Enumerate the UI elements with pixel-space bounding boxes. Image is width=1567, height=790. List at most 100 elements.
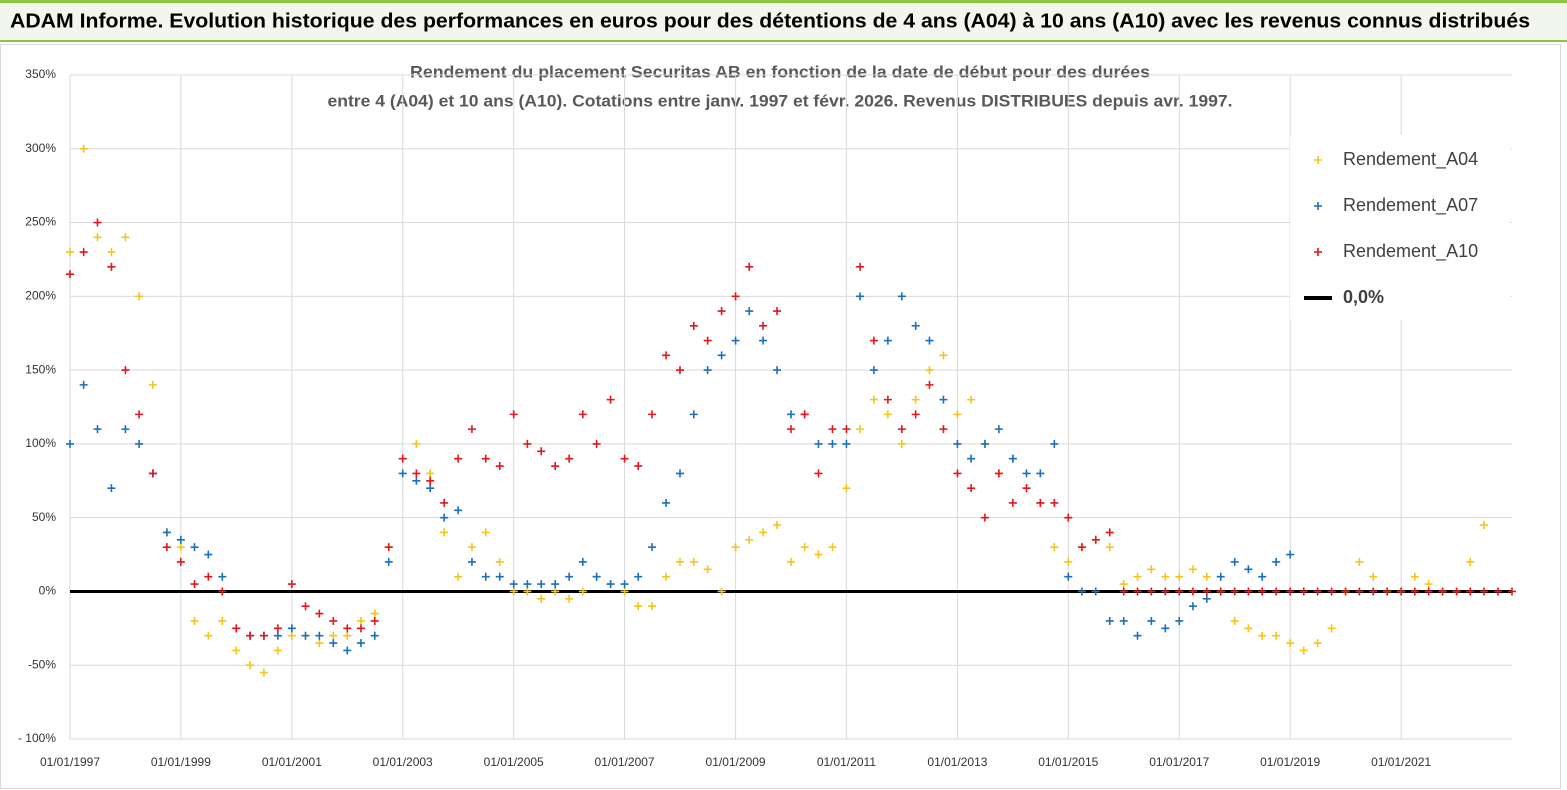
- point: [66, 270, 74, 279]
- point: [1077, 543, 1086, 552]
- point: [204, 550, 213, 559]
- point: [523, 580, 532, 589]
- point: [911, 321, 920, 330]
- point: [398, 454, 407, 463]
- point: [107, 248, 116, 257]
- point: [287, 580, 296, 589]
- point: [828, 425, 837, 434]
- point: [1313, 587, 1322, 596]
- point: [814, 550, 823, 559]
- point: [745, 535, 754, 544]
- point: [648, 543, 657, 552]
- point: [648, 602, 657, 611]
- point: [1286, 550, 1295, 559]
- point: [162, 543, 171, 552]
- legend-label: Rendement_A10: [1343, 241, 1478, 262]
- point: [1202, 594, 1211, 603]
- y-tick-label: 50%: [32, 510, 56, 524]
- point: [1313, 639, 1322, 648]
- point: [287, 624, 296, 633]
- point: [939, 351, 948, 360]
- point: [551, 580, 560, 589]
- point: [1272, 631, 1281, 640]
- point: [994, 425, 1003, 434]
- point: [828, 543, 837, 552]
- point: [176, 557, 185, 566]
- point: [1397, 587, 1406, 596]
- point: [869, 395, 878, 404]
- point: [773, 521, 782, 530]
- x-tick-label: 01/01/2013: [927, 755, 987, 769]
- point: [356, 616, 365, 625]
- point: [204, 631, 213, 640]
- point: [1369, 572, 1378, 581]
- point: [1175, 616, 1184, 625]
- point: [481, 572, 490, 581]
- point: [717, 587, 726, 596]
- point: [759, 321, 768, 330]
- point: [1064, 513, 1073, 522]
- point: [1175, 572, 1184, 581]
- point: [509, 587, 518, 596]
- point: [787, 410, 795, 419]
- point: [107, 262, 116, 271]
- y-tick-label: 200%: [25, 289, 56, 303]
- point: [980, 513, 989, 522]
- point: [1077, 587, 1086, 596]
- point: [828, 439, 837, 448]
- point: [495, 572, 504, 581]
- point: [440, 528, 449, 537]
- point: [1230, 587, 1239, 596]
- point: [634, 572, 643, 581]
- point: [1064, 557, 1073, 566]
- point: [259, 668, 268, 677]
- point: [259, 631, 268, 640]
- point: [980, 439, 989, 448]
- point: [1008, 454, 1017, 463]
- point: [1105, 616, 1114, 625]
- point: [412, 439, 421, 448]
- point: [1327, 587, 1336, 596]
- point: [93, 425, 102, 434]
- point: [897, 292, 906, 301]
- point: [93, 218, 102, 227]
- point: [1355, 587, 1364, 596]
- point: [287, 631, 296, 640]
- point: [370, 631, 379, 640]
- point: [897, 425, 906, 434]
- point: [1147, 616, 1156, 625]
- point: [537, 594, 546, 603]
- chart-title: entre 4 (A04) et 10 ans (A10). Cotations…: [328, 91, 1233, 110]
- point: [842, 484, 851, 493]
- point: [578, 410, 587, 419]
- point: [398, 469, 407, 478]
- point: [1161, 587, 1170, 596]
- point: [883, 336, 892, 345]
- point: [1091, 587, 1100, 596]
- point: [606, 395, 615, 404]
- point: [869, 336, 878, 345]
- point: [315, 631, 324, 640]
- point: [1355, 557, 1364, 566]
- point: [467, 425, 476, 434]
- point: [1188, 587, 1197, 596]
- x-tick-label: 01/01/2001: [262, 755, 322, 769]
- x-tick-label: 01/01/1999: [151, 755, 211, 769]
- legend: [1290, 135, 1510, 320]
- point: [1050, 543, 1059, 552]
- point: [911, 395, 920, 404]
- point: [731, 543, 740, 552]
- point: [537, 580, 546, 589]
- point: [759, 336, 768, 345]
- x-tick-label: 01/01/2019: [1260, 755, 1320, 769]
- x-tick-label: 01/01/2017: [1149, 755, 1209, 769]
- point: [1119, 580, 1128, 589]
- point: [1202, 572, 1211, 581]
- point: [190, 543, 199, 552]
- point: [1258, 631, 1267, 640]
- y-tick-label: - 100%: [18, 731, 56, 745]
- point: [620, 580, 629, 589]
- point: [1133, 587, 1142, 596]
- point: [356, 639, 365, 648]
- point: [1147, 565, 1156, 574]
